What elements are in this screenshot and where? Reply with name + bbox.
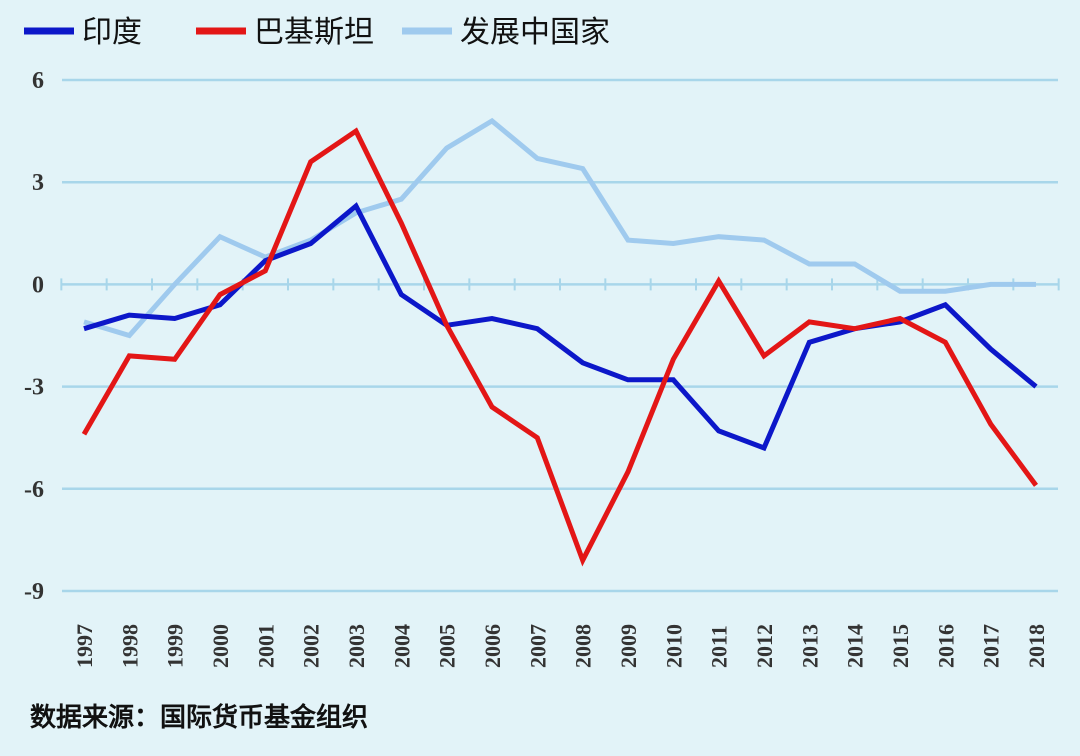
x-tick-label: 2013 (797, 624, 822, 668)
series-lines (81, 117, 1039, 567)
series-line-3 (83, 117, 1036, 339)
legend-label: 发展中国家 (460, 15, 610, 50)
x-tick-label: 2006 (480, 624, 505, 668)
x-tick-label: 2005 (435, 624, 460, 668)
x-tick-label: 2017 (979, 624, 1004, 668)
x-tick-label: 2000 (208, 624, 233, 668)
y-tick-label: -9 (24, 579, 44, 605)
legend-label: 巴基斯坦 (254, 15, 374, 50)
x-tick-label: 2012 (752, 624, 777, 668)
x-tick-label: 2008 (571, 624, 596, 668)
x-tick-label: 2004 (389, 624, 414, 668)
y-tick-label: -6 (24, 477, 44, 503)
x-tick-label: 2015 (888, 624, 913, 668)
gridlines (60, 78, 1060, 593)
x-tick-label: 2016 (933, 624, 958, 668)
x-tick-label: 2010 (661, 624, 686, 668)
x-tick-label: 1999 (163, 624, 188, 668)
y-tick-label: 3 (32, 170, 44, 196)
y-axis-ticks: 6 3 0 -3 -6 -9 (24, 68, 44, 605)
x-tick-label: 2003 (344, 624, 369, 668)
source-note: 数据来源：国际货币基金组织 (30, 702, 368, 733)
y-tick-label: 6 (32, 68, 44, 94)
y-tick-label: -3 (24, 375, 44, 401)
x-tick-label: 2011 (707, 625, 732, 668)
series-line-2 (81, 127, 1039, 567)
x-tick-label: 2002 (299, 624, 324, 668)
x-tick-label: 2007 (525, 624, 550, 668)
y-tick-label: 0 (32, 272, 44, 298)
x-tick-label: 2014 (843, 624, 868, 668)
x-tick-label: 2009 (616, 624, 641, 668)
x-axis-ticks: 1997 1998 1999 2000 2001 2002 2003 2004 2005 2006… (72, 624, 1049, 668)
legend: 印度 巴基斯坦 发展中国家 (24, 15, 610, 50)
x-tick-label: 1997 (72, 624, 97, 668)
x-tick-label: 2018 (1024, 624, 1049, 668)
x-tick-label: 2001 (253, 624, 278, 668)
legend-label: 印度 (82, 15, 142, 50)
x-tick-label: 1998 (117, 624, 142, 668)
